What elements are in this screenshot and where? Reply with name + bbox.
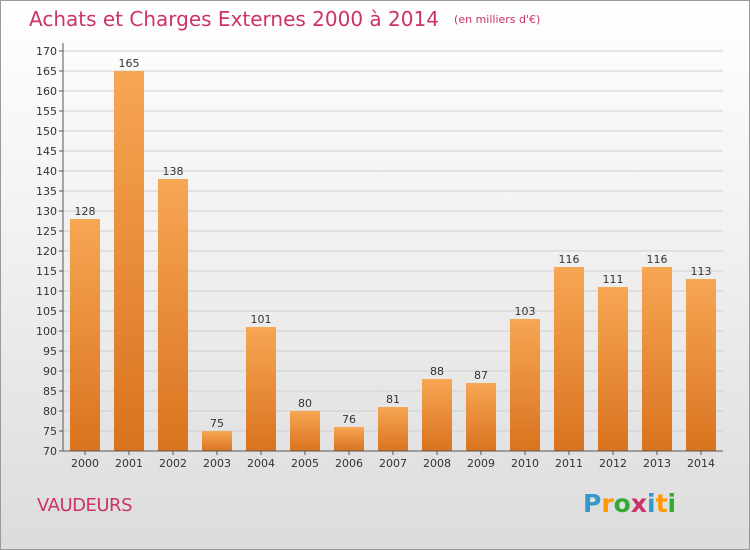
bar-value-label: 101 [251,313,272,326]
bar [686,279,716,451]
bar-value-label: 116 [647,253,668,266]
bar [114,71,144,451]
y-tick-label: 90 [43,365,57,378]
bar-value-label: 81 [386,393,400,406]
bar [598,287,628,451]
bar [158,179,188,451]
bar-value-label: 128 [75,205,96,218]
bar [510,319,540,451]
bar-value-label: 113 [691,265,712,278]
x-tick-label: 2002 [159,457,187,470]
y-tick-label: 85 [43,385,57,398]
bar [202,431,232,451]
bar [70,219,100,451]
logo-letter: r [601,489,614,518]
y-tick-label: 105 [36,305,57,318]
y-tick-label: 75 [43,425,57,438]
y-tick-label: 130 [36,205,57,218]
bar-value-label: 138 [163,165,184,178]
y-tick-label: 125 [36,225,57,238]
y-tick-label: 120 [36,245,57,258]
bar [378,407,408,451]
bar [334,427,364,451]
logo-letter: i [647,489,656,518]
bar-value-label: 75 [210,417,224,430]
bar [554,267,584,451]
logo-letter: o [613,489,631,518]
y-tick-label: 150 [36,125,57,138]
proxiti-logo[interactable]: Proxiti [583,489,676,518]
axis-layer: 70 75 80 85 90 95 100 105 110 115 120 125 130 135 140 1… [36,43,723,470]
bar-value-label: 87 [474,369,488,382]
bar [466,383,496,451]
bars-layer: 128 165 138 75 101 80 76 81 88 87 103 116 111 116 113 [70,57,716,451]
logo-letter: P [583,489,602,518]
bar [246,327,276,451]
x-tick-label: 2001 [115,457,143,470]
logo-letter: i [667,489,677,518]
y-tick-label: 140 [36,165,57,178]
y-tick-label: 100 [36,325,57,338]
y-tick-label: 155 [36,105,57,118]
bar-value-label: 80 [298,397,312,410]
bar [642,267,672,451]
y-tick-label: 110 [36,285,57,298]
y-tick-label: 160 [36,85,57,98]
place-name: VAUDEURS [37,495,133,516]
bar-value-label: 111 [603,273,624,286]
y-tick-label: 80 [43,405,57,418]
x-tick-label: 2009 [467,457,495,470]
y-tick-label: 165 [36,65,57,78]
x-tick-label: 2010 [511,457,539,470]
bar-value-label: 103 [515,305,536,318]
y-tick-label: 70 [43,445,57,458]
x-tick-label: 2005 [291,457,319,470]
x-tick-label: 2008 [423,457,451,470]
x-tick-label: 2013 [643,457,671,470]
y-tick-label: 95 [43,345,57,358]
y-tick-label: 145 [36,145,57,158]
chart-title-row: Achats et Charges Externes 2000 à 2014 (… [29,7,540,31]
bar-value-label: 88 [430,365,444,378]
x-tick-label: 2007 [379,457,407,470]
x-tick-label: 2011 [555,457,583,470]
bar [422,379,452,451]
x-tick-label: 2012 [599,457,627,470]
logo-letter: x [630,489,647,518]
bar-value-label: 116 [559,253,580,266]
x-tick-label: 2000 [71,457,99,470]
bar-value-label: 165 [119,57,140,70]
bar [290,411,320,451]
x-tick-label: 2003 [203,457,231,470]
chart-unit-label: (en milliers d'€) [454,13,541,26]
x-tick-label: 2006 [335,457,363,470]
y-tick-label: 115 [36,265,57,278]
x-tick-label: 2004 [247,457,275,470]
y-tick-label: 135 [36,185,57,198]
y-tick-label: 170 [36,45,57,58]
x-tick-label: 2014 [687,457,715,470]
chart-title: Achats et Charges Externes 2000 à 2014 [29,7,439,31]
bar-value-label: 76 [342,413,356,426]
logo-letter: t [655,489,668,518]
